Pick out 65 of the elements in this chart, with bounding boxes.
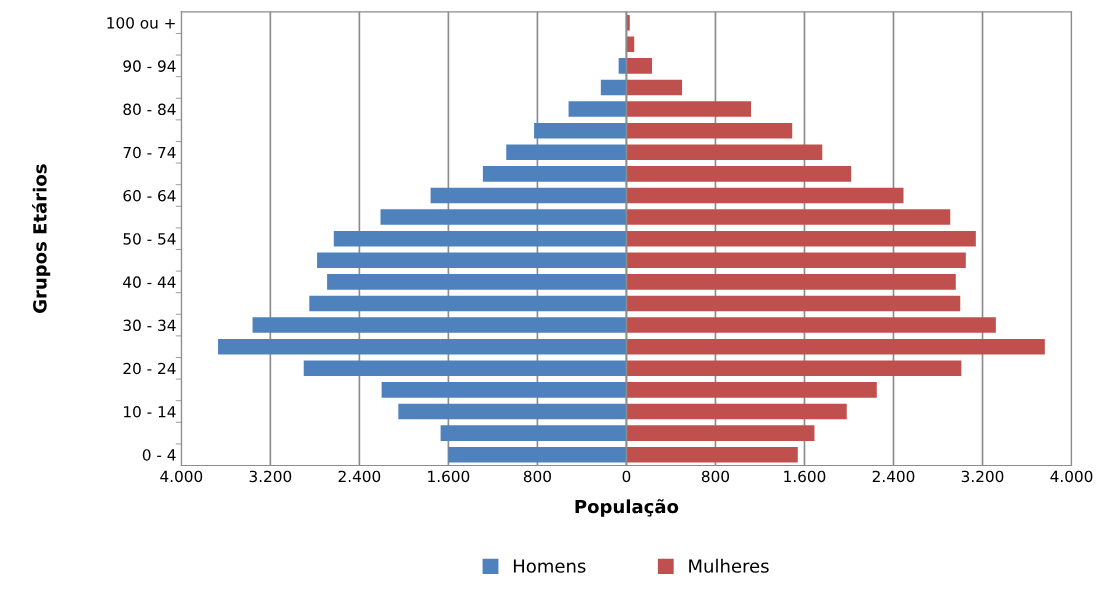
bar bbox=[534, 122, 627, 139]
bar bbox=[252, 317, 627, 333]
y-tick-label: 80 - 84 bbox=[123, 103, 176, 116]
x-tick-label: 0 bbox=[622, 470, 631, 483]
x-tick-label: 3.200 bbox=[249, 470, 292, 483]
y-tick-label: 40 - 44 bbox=[123, 276, 176, 288]
bar bbox=[626, 295, 961, 312]
bar bbox=[626, 166, 852, 182]
x-tick-label: 3.200 bbox=[961, 470, 1004, 483]
x-axis-title: População bbox=[575, 499, 679, 517]
bar bbox=[626, 36, 635, 53]
bar bbox=[398, 403, 627, 420]
bar bbox=[626, 360, 962, 377]
legend-label: Mulheres bbox=[689, 558, 769, 573]
bar bbox=[309, 295, 627, 312]
y-tick-label: 30 - 34 bbox=[123, 319, 176, 332]
bar bbox=[380, 209, 627, 225]
bar bbox=[317, 252, 627, 269]
bar bbox=[626, 252, 966, 269]
bar bbox=[626, 122, 793, 139]
bar bbox=[626, 230, 976, 247]
y-tick-label: 50 - 54 bbox=[123, 233, 176, 245]
bar bbox=[448, 446, 627, 463]
bar bbox=[626, 144, 823, 161]
x-tick-label: 4.000 bbox=[160, 470, 203, 483]
bar bbox=[333, 230, 627, 247]
bar bbox=[430, 187, 627, 204]
bar bbox=[626, 382, 877, 398]
y-axis-title: Grupos Etários bbox=[32, 164, 51, 313]
bar bbox=[626, 274, 956, 290]
x-tick-label: 2.400 bbox=[872, 470, 915, 483]
bar bbox=[506, 144, 627, 161]
y-tick-label: 100 ou + bbox=[107, 17, 175, 29]
y-tick-label: 10 - 14 bbox=[124, 405, 176, 418]
y-tick-label: 70 - 74 bbox=[123, 146, 176, 159]
bar bbox=[482, 166, 627, 182]
bar bbox=[626, 338, 1045, 355]
bar bbox=[626, 446, 798, 463]
x-tick-label: 1.600 bbox=[428, 470, 470, 483]
bar bbox=[327, 274, 627, 290]
legend-label: Homens bbox=[513, 559, 586, 573]
bar bbox=[618, 58, 627, 74]
x-tick-label: 800 bbox=[701, 470, 730, 483]
y-tick-label: 20 - 24 bbox=[123, 362, 176, 375]
bar bbox=[626, 101, 752, 117]
x-tick-label: 800 bbox=[523, 470, 551, 483]
bar bbox=[626, 187, 904, 204]
bar bbox=[381, 382, 627, 398]
y-tick-label: 0 - 4 bbox=[142, 449, 176, 461]
bar bbox=[568, 101, 627, 117]
y-tick-label: 60 - 64 bbox=[123, 189, 176, 202]
x-tick-label: 1.600 bbox=[784, 470, 826, 483]
bar bbox=[626, 425, 815, 441]
bar bbox=[303, 360, 627, 377]
bar bbox=[626, 317, 996, 333]
bar bbox=[626, 58, 653, 74]
bar bbox=[440, 425, 627, 441]
bar bbox=[626, 79, 683, 96]
bar bbox=[626, 403, 847, 420]
bar bbox=[600, 79, 627, 96]
x-tick-label: 4.000 bbox=[1050, 470, 1093, 483]
x-tick-label: 2.400 bbox=[338, 470, 381, 483]
y-tick-label: 90 - 94 bbox=[123, 60, 176, 72]
bar bbox=[218, 338, 627, 355]
bar bbox=[626, 209, 951, 225]
